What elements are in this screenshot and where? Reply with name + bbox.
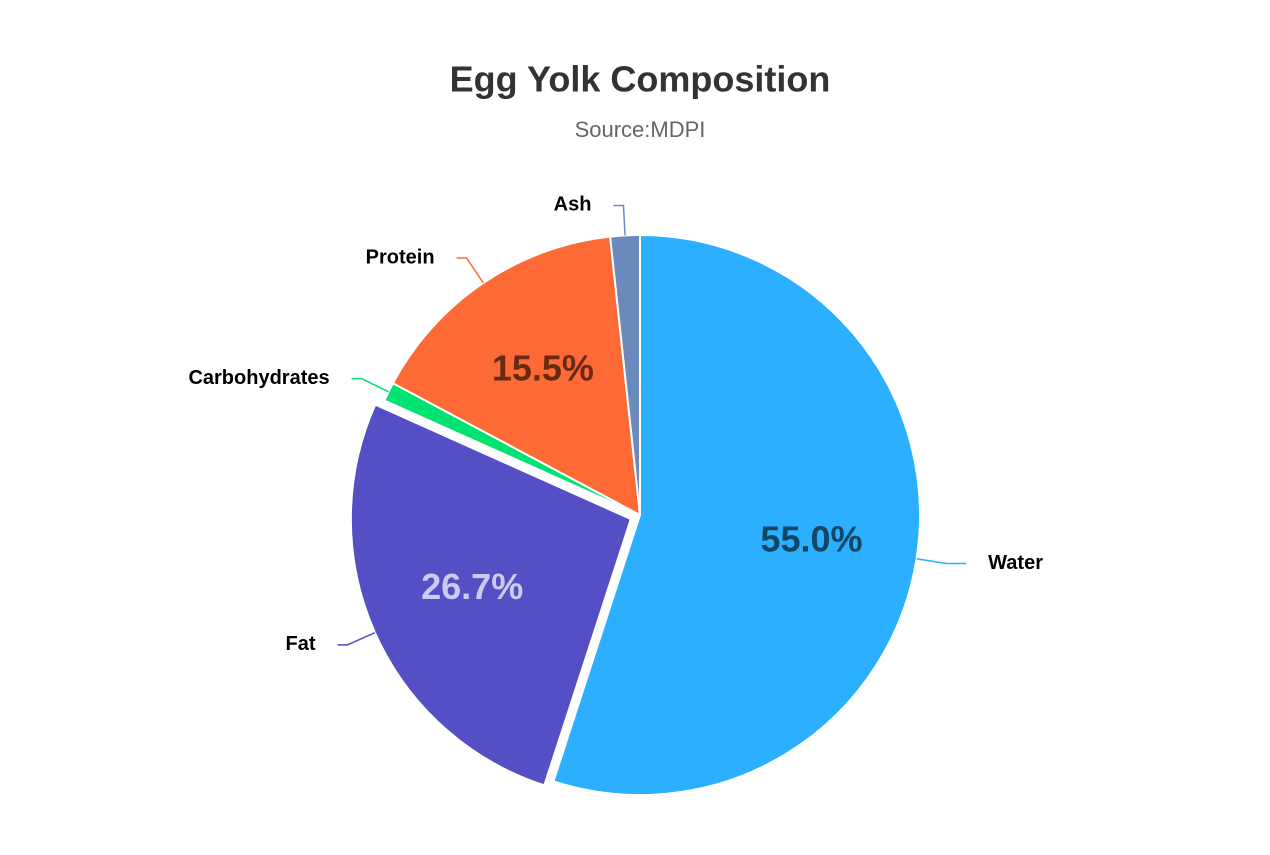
data-label: 15.5% — [492, 348, 594, 389]
connector — [351, 377, 389, 393]
pie-slice — [552, 234, 921, 796]
connector — [456, 257, 484, 284]
category-label: Ash — [554, 194, 592, 216]
data-label: 26.7% — [421, 566, 523, 607]
pie-slice — [349, 403, 632, 787]
category-label: Protein — [366, 246, 435, 268]
chart-subtitle: Source:MDPI — [575, 117, 706, 142]
connector — [337, 631, 376, 646]
category-label: Carbohydrates — [188, 367, 329, 389]
connector — [613, 204, 626, 236]
chart-title: Egg Yolk Composition — [450, 59, 831, 100]
connector — [916, 558, 967, 565]
data-label: 55.0% — [760, 519, 862, 560]
category-label: Water — [988, 552, 1043, 574]
pie-slice — [609, 234, 641, 516]
category-label: Fat — [286, 633, 316, 655]
